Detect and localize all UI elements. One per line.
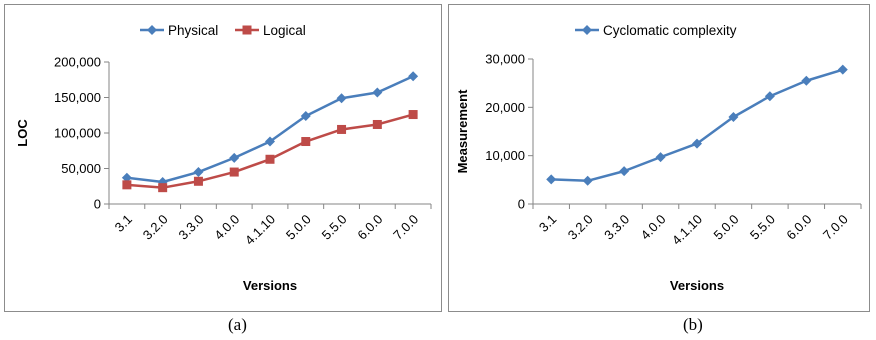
series-line-physical (126, 75, 414, 184)
y-tick-label: 0 (94, 197, 101, 212)
y-tick-label: 50,000 (61, 161, 101, 176)
data-point (337, 124, 347, 134)
data-point (122, 180, 132, 190)
x-tick-label: 3.3.0 (601, 212, 632, 243)
legend-label: Physical (168, 23, 218, 38)
data-point (372, 119, 382, 129)
legend-label: Logical (263, 23, 306, 38)
x-tick-label: 5.0.0 (283, 212, 314, 243)
data-point (229, 167, 239, 177)
x-tick-label: 4.1.10 (242, 212, 278, 248)
y-tick-label: 200,000 (54, 55, 101, 70)
legend-label: Cyclomatic complexity (603, 23, 737, 38)
data-point (300, 110, 311, 121)
legend-marker (147, 25, 157, 35)
data-point (301, 137, 311, 147)
data-point (728, 112, 739, 122)
x-tick-label: 5.0.0 (711, 212, 742, 243)
series-line-logical (126, 113, 414, 189)
x-tick-label: 6.0.0 (354, 212, 385, 243)
data-point (372, 87, 383, 98)
x-tick-label: 6.0.0 (783, 212, 814, 243)
x-tick-label: 4.0.0 (638, 212, 669, 243)
x-tick-label: 5.5.0 (319, 212, 350, 243)
x-tick-label: 5.5.0 (747, 212, 778, 243)
caption-b: (b) (683, 315, 703, 334)
data-point (193, 176, 203, 186)
x-axis-title: Versions (670, 278, 724, 293)
chart-a-panel: 0 50,000 100,000 150,000 200,000 3.1 3.2.0 3.3.… (4, 4, 442, 312)
x-tick-label: 3.2.0 (140, 212, 171, 243)
data-point (336, 93, 347, 104)
data-point (801, 75, 812, 86)
y-tick-label: 20,000 (485, 100, 525, 115)
x-tick-label: 3.2.0 (565, 212, 596, 243)
data-point (655, 152, 666, 163)
x-tick-label: 4.1.10 (669, 212, 705, 248)
x-tick-label: 7.0.0 (820, 212, 851, 243)
x-tick-label: 3.1 (112, 212, 135, 235)
chart-b-panel: 0 10,000 20,000 30,000 3.1 3.2.0 3.3.0 4.0.0 4.1… (448, 4, 870, 312)
data-point (158, 183, 168, 193)
x-tick-label: 3.1 (536, 212, 559, 235)
data-point (764, 91, 775, 102)
x-tick-label: 3.3.0 (176, 212, 207, 243)
data-point (193, 167, 204, 178)
data-point (265, 136, 275, 147)
y-tick-label: 30,000 (485, 52, 525, 67)
y-tick-label: 10,000 (485, 148, 525, 163)
caption-a: (a) (228, 315, 247, 334)
y-axis-title: Measurement (455, 89, 470, 173)
chart-a-plot: 0 50,000 100,000 150,000 200,000 3.1 3.2.0 3.3.… (15, 23, 432, 293)
x-tick-label: 7.0.0 (390, 212, 421, 243)
data-point (408, 71, 419, 82)
x-tick-label: 4.0.0 (211, 212, 242, 243)
data-point (582, 175, 593, 186)
data-point (408, 110, 418, 120)
legend-marker (582, 25, 592, 35)
y-tick-label: 150,000 (54, 90, 101, 105)
y-tick-label: 100,000 (54, 126, 101, 141)
chart-b-plot: 0 10,000 20,000 30,000 3.1 3.2.0 3.3.0 4.0.0 4.1… (455, 23, 862, 293)
data-point (229, 152, 240, 163)
data-point (837, 64, 848, 75)
series-line-cyclomatic-complexity (551, 68, 844, 183)
y-tick-label: 0 (518, 197, 525, 212)
legend-marker (242, 25, 252, 35)
data-point (546, 174, 557, 185)
data-point (121, 172, 132, 183)
data-point (692, 138, 702, 149)
x-axis-title: Versions (243, 278, 297, 293)
data-point (619, 166, 630, 177)
y-axis-title: LOC (15, 119, 30, 147)
data-point (265, 154, 275, 164)
